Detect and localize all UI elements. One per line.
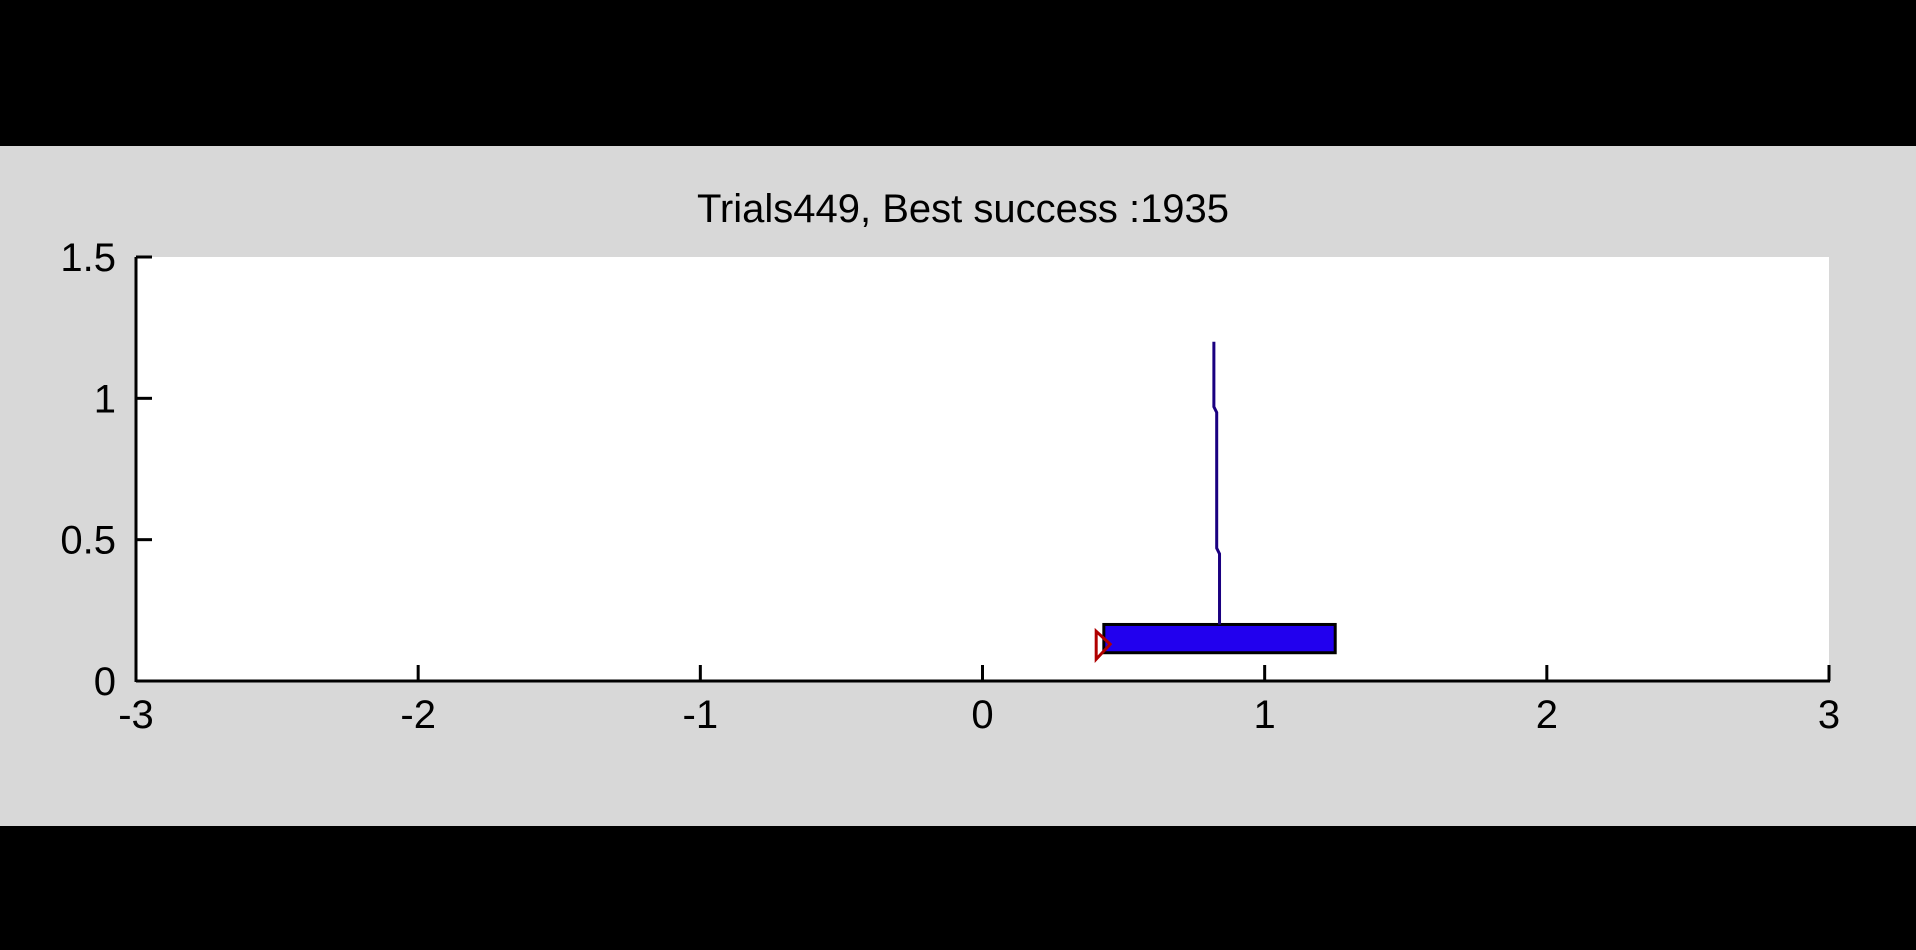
- x-tick-label: -3: [118, 693, 154, 737]
- x-tick-label: 2: [1536, 693, 1558, 737]
- x-tick-label: -2: [400, 693, 436, 737]
- cart-marker: [1094, 627, 1113, 664]
- cart-pole-plot: Trials449, Best success :1935 -3 -2 -1 0 1 2 3…: [60, 187, 1840, 737]
- y-tick-label: 1: [94, 377, 116, 421]
- marks-layer: [1094, 341, 1337, 664]
- y-tick-label: 0.5: [60, 519, 116, 563]
- cart-body: [1102, 622, 1337, 655]
- x-tick-label: -1: [683, 693, 719, 737]
- x-tick-label: 3: [1818, 693, 1840, 737]
- pole-line: [1212, 341, 1222, 625]
- y-tick-label: 1.5: [60, 236, 116, 280]
- plot-title: Trials449, Best success :1935: [697, 187, 1229, 231]
- axes-area: [136, 257, 1829, 681]
- x-tick-label: 0: [971, 693, 993, 737]
- y-tick-label: 0: [94, 660, 116, 704]
- x-tick-label: 1: [1254, 693, 1276, 737]
- figure-window: Trials449, Best success :1935 -3 -2 -1 0 1 2 3…: [0, 146, 1916, 826]
